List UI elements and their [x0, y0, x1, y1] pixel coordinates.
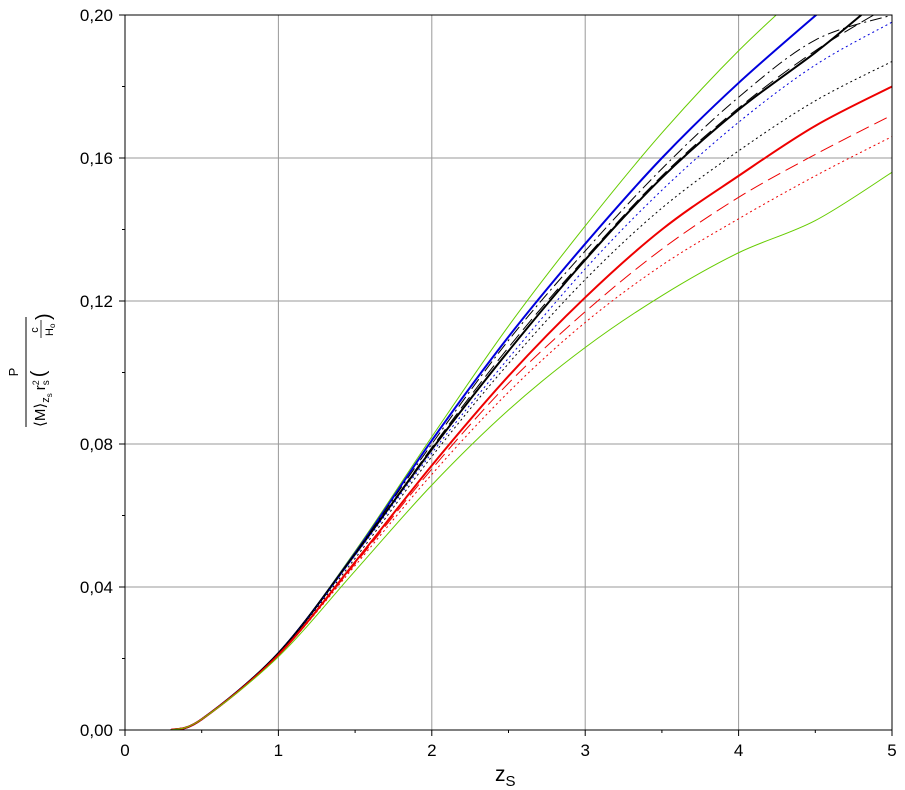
series-line-1: [170, 15, 777, 730]
x-tick-label: 4: [734, 741, 743, 760]
series-line-10: [170, 136, 892, 730]
series-line-2: [170, 15, 818, 730]
y-label-r: r: [32, 385, 49, 390]
y-label-paren-open: (: [28, 370, 50, 377]
y-label-inner-den: Ho: [44, 323, 57, 336]
y-label-mean-m: ⟨M⟩: [32, 403, 49, 427]
x-tick-label: 2: [427, 741, 436, 760]
x-tick-label: 3: [580, 741, 589, 760]
x-axis-label-main: z: [495, 763, 506, 786]
y-tick-label: 0,08: [80, 435, 113, 454]
series-line-4: [170, 15, 875, 730]
series-line-5: [170, 15, 862, 730]
series-group: [170, 15, 892, 730]
y-axis-label: P ⟨M⟩zsr2s( c Ho ): [6, 313, 57, 427]
series-line-3: [170, 15, 892, 730]
y-label-paren-close: ): [33, 313, 55, 320]
y-tick-label: 0,20: [80, 6, 113, 25]
x-axis-label-subscript: S: [506, 773, 516, 790]
y-tick-label: 0,12: [80, 292, 113, 311]
y-label-r-sub: s: [41, 380, 52, 385]
series-line-11: [170, 171, 892, 730]
y-label-r-sup: 2: [31, 380, 41, 385]
y-label-inner-num: c: [29, 327, 41, 333]
y-tick-label: 0,04: [80, 578, 113, 597]
y-label-denominator: ⟨M⟩zsr2s(: [28, 370, 54, 427]
x-tick-label: 1: [274, 741, 283, 760]
plot-frame: [124, 14, 893, 731]
y-label-numerator: P: [6, 368, 21, 377]
y-label-inner-h-sub: o: [48, 323, 57, 328]
x-axis-label: zS: [495, 763, 516, 790]
y-tick-label: 0,16: [80, 149, 113, 168]
axis-ticks: 0 1 2 3 4 5 0,00 0,04 0,08 0,12 0,16 0,20: [80, 6, 897, 760]
series-line-7: [170, 61, 892, 730]
y-tick-label: 0,00: [80, 721, 113, 740]
series-line-6: [170, 21, 892, 730]
series-line-9: [170, 114, 892, 730]
y-label-mean-sub: z: [40, 397, 52, 403]
x-tick-label: 0: [120, 741, 129, 760]
series-line-8: [170, 85, 892, 730]
y-label-inner-h: H: [44, 328, 56, 336]
x-tick-label: 5: [887, 741, 896, 760]
grid: [124, 14, 893, 731]
y-label-mean-subsub: s: [45, 393, 54, 397]
